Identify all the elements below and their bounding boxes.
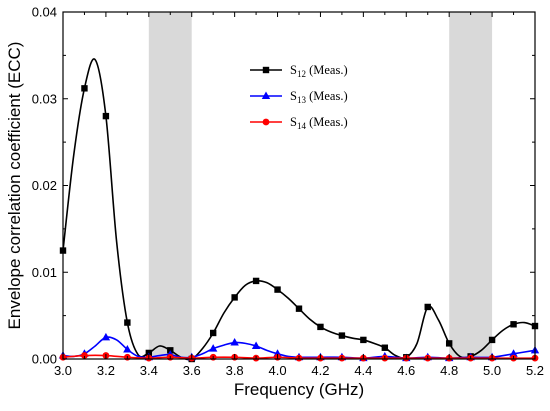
x-tick-label-8: 4.6 [397, 363, 415, 378]
legend-marker-12 [262, 66, 270, 74]
legend-item-13: S13 (Meas.) [250, 89, 348, 105]
data-point-12-21 [510, 321, 517, 328]
x-tick-label-0: 3.0 [54, 363, 72, 378]
y-tick-label-4: 0.04 [32, 5, 57, 20]
data-point-12-18 [445, 340, 453, 347]
legend-item-14: S14 (Meas.) [250, 115, 348, 131]
legend-marker-13 [261, 91, 271, 99]
legend: S12 (Meas.) S13 (Meas.) S14 (Meas.) [250, 63, 348, 131]
x-tick-label-6: 4.2 [311, 363, 329, 378]
legend-label-14: S14 (Meas.) [290, 115, 348, 131]
y-tick-label-0: 0.00 [32, 352, 57, 367]
data-point-12-11 [295, 305, 303, 312]
data-point-12-9 [252, 277, 260, 285]
y-axis: 0.00 0.01 0.02 0.03 0.04 [32, 5, 535, 367]
data-point-12-14 [360, 336, 367, 344]
data-point-12-8 [231, 294, 238, 301]
legend-item-12: S12 (Meas.) [250, 63, 348, 79]
data-point-13-2 [101, 332, 111, 341]
x-tick-label-1: 3.2 [97, 363, 115, 378]
legend-label-12: S12 (Meas.) [290, 63, 348, 79]
series-line-12 [62, 58, 536, 361]
data-point-12-20 [488, 336, 496, 344]
data-point-12-12 [317, 323, 324, 331]
x-tick-label-5: 4.0 [269, 363, 287, 378]
shaded-band-0 [148, 12, 192, 359]
x-tick-label-11: 5.2 [526, 363, 544, 378]
legend-label-13: S13 (Meas.) [290, 89, 348, 105]
x-axis-label: Frequency (GHz) [234, 380, 364, 399]
x-tick-label-9: 4.8 [440, 363, 458, 378]
shaded-bands [148, 12, 493, 359]
data-point-13-7 [208, 344, 218, 352]
data-point-12-13 [338, 332, 346, 339]
data-point-13-8 [230, 338, 239, 346]
y-tick-label-2: 0.02 [32, 178, 57, 193]
x-tick-label-7: 4.4 [354, 363, 372, 378]
data-point-13-3 [123, 344, 132, 353]
data-point-12-15 [381, 344, 389, 351]
data-point-14-1 [81, 352, 88, 359]
data-point-12-1 [81, 85, 88, 92]
x-tick-label-4: 3.8 [226, 363, 244, 378]
y-tick-label-1: 0.01 [32, 265, 57, 280]
data-point-12-17 [424, 303, 431, 311]
x-axis: 3.0 3.2 3.4 3.6 3.8 4.0 4.2 4.4 4.6 4.8 5.0 5.2 [54, 12, 544, 378]
data-point-12-2 [102, 112, 110, 120]
data-point-13-21 [509, 349, 518, 357]
data-point-12-3 [124, 319, 131, 326]
shaded-band-1 [449, 12, 493, 359]
x-tick-label-10: 5.0 [483, 363, 501, 378]
legend-marker-14 [262, 118, 270, 126]
y-axis-label: Envelope correlation coefficient (ECC) [5, 42, 24, 330]
x-tick-label-3: 3.6 [183, 363, 201, 378]
x-tick-label-2: 3.4 [140, 363, 158, 378]
data-point-12-10 [274, 286, 281, 293]
y-tick-label-3: 0.03 [32, 91, 57, 106]
data-point-13-9 [251, 341, 261, 349]
data-point-12-7 [209, 329, 217, 337]
